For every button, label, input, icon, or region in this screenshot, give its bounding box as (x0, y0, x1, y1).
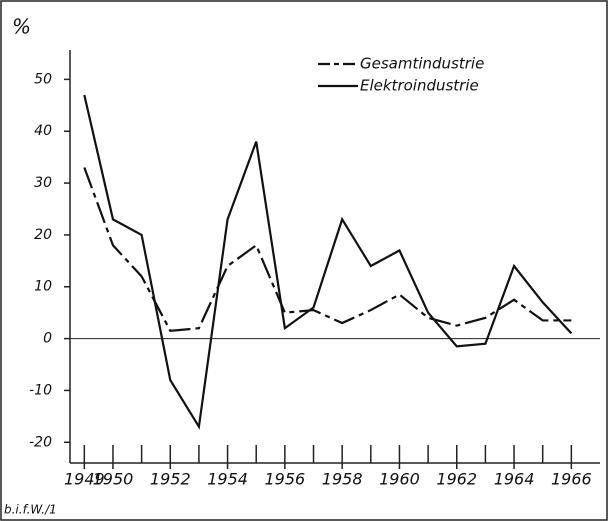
y-tick-label: 10 (34, 279, 52, 295)
x-tick-label: 1964 (494, 470, 535, 489)
y-tick-label: 0 (43, 331, 52, 347)
y-tick-label: 40 (34, 123, 52, 139)
y-tick-label: -10 (29, 382, 52, 398)
source: b.i.f.W./1 (4, 503, 57, 517)
x-tick-label: 1952 (150, 470, 191, 489)
x-tick-label: 1962 (436, 470, 477, 489)
x-tick-label: 1960 (379, 470, 420, 489)
x-tick-label: 1958 (322, 470, 363, 489)
y-tick-label: 30 (34, 175, 52, 191)
series-line (83, 167, 572, 332)
y-axis-label: % (12, 15, 31, 39)
x-tick-label: 1950 (93, 470, 134, 489)
legend-label: Gesamtindustrie (360, 55, 484, 73)
x-tick-label: 1956 (265, 470, 306, 489)
y-tick-label: -20 (29, 434, 52, 450)
series-line (83, 94, 573, 430)
x-tick-label: 1966 (551, 470, 592, 489)
x-tick-label: 1949 (64, 470, 105, 489)
y-tick-label: 20 (34, 227, 52, 243)
y-tick-label: 50 (34, 71, 52, 87)
legend-label: Elektroindustrie (360, 77, 479, 95)
x-tick-label: 1954 (207, 470, 248, 489)
